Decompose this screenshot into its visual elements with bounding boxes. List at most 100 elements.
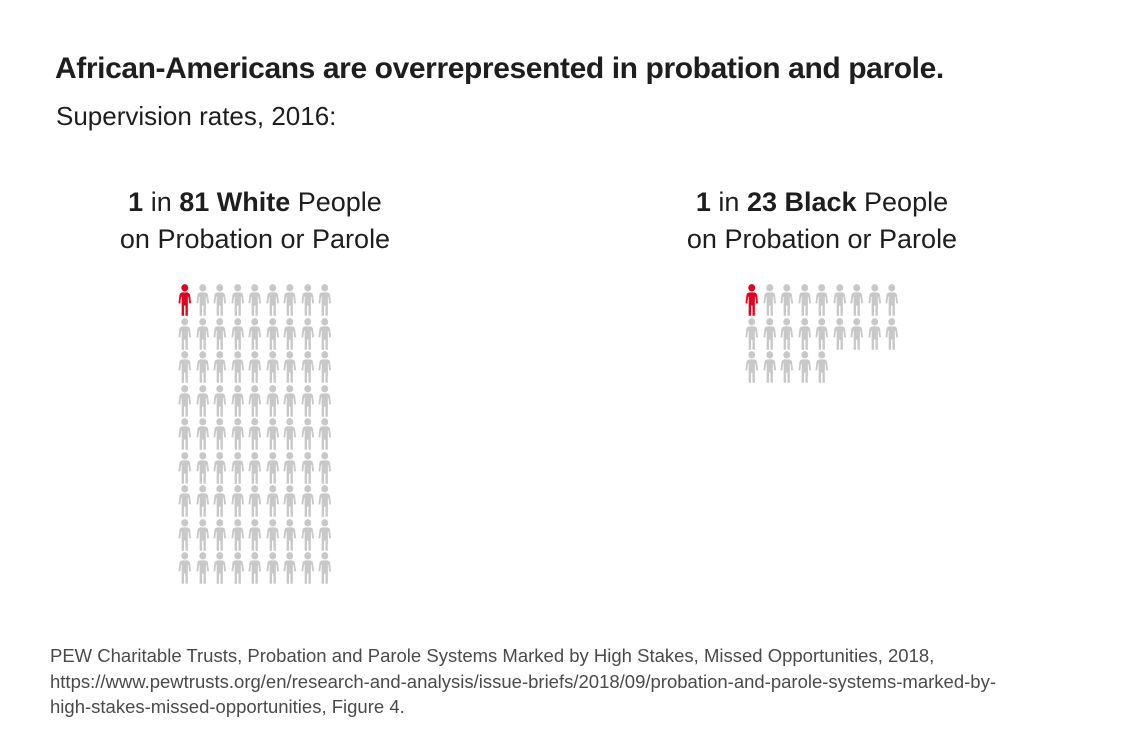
person-icon (266, 451, 279, 484)
person-icon (868, 284, 881, 316)
label-part-people: People (856, 187, 949, 217)
source-citation: PEW Charitable Trusts, Probation and Par… (50, 643, 996, 720)
person-icon (318, 384, 332, 417)
person-icon (213, 552, 227, 584)
white-label-line-1: 1 in 81 White People (120, 184, 390, 221)
person-icon (248, 351, 262, 383)
person-icon (815, 317, 829, 350)
person-icon (885, 284, 899, 316)
white-group-panel: 1 in 81 White People on Probation or Par… (90, 184, 420, 584)
person-icon (231, 485, 244, 517)
person-icon (763, 317, 776, 350)
person-icon (301, 351, 314, 383)
person-icon (213, 317, 227, 350)
label-part-ratio-group: 23 Black (746, 187, 857, 217)
person-icon (283, 552, 297, 584)
label-part-one: 1 (695, 187, 711, 217)
person-icon (833, 284, 846, 316)
person-icon (178, 317, 192, 350)
person-icon (248, 317, 262, 350)
black-group-panel: 1 in 23 Black People on Probation or Par… (657, 184, 987, 383)
person-icon (745, 351, 759, 383)
person-icon (318, 552, 332, 584)
person-icon (231, 384, 244, 417)
person-icon (301, 518, 314, 551)
person-icon (196, 552, 209, 584)
person-icon (798, 284, 811, 316)
black-label-line-2: on Probation or Parole (686, 224, 958, 254)
person-icon (196, 384, 209, 417)
black-label-line-1: 1 in 23 Black People (687, 184, 957, 221)
person-icon (798, 351, 811, 383)
person-icon (231, 518, 244, 551)
person-icon (266, 384, 279, 417)
white-group-label: 1 in 81 White People on Probation or Par… (120, 184, 390, 258)
person-icon (745, 284, 759, 316)
source-line-1: PEW Charitable Trusts, Probation and Par… (50, 645, 935, 666)
person-icon (266, 284, 279, 316)
person-icon (196, 485, 209, 517)
person-icon (248, 418, 262, 450)
person-icon (780, 351, 794, 383)
person-icon (178, 284, 192, 316)
person-icon (266, 552, 279, 584)
person-icon (248, 384, 262, 417)
person-icon (231, 552, 244, 584)
source-line-3: high-stakes-missed-opportunities, Figure… (50, 696, 405, 717)
person-icon (780, 284, 794, 316)
person-icon (248, 518, 262, 551)
person-icon (815, 284, 829, 316)
black-pictogram-grid (744, 284, 900, 383)
person-icon (213, 451, 227, 484)
person-icon (885, 317, 899, 350)
label-part-people: People (290, 187, 382, 217)
person-icon (833, 317, 846, 350)
person-icon (266, 317, 279, 350)
person-icon (318, 284, 332, 316)
person-icon (231, 351, 244, 383)
person-icon (283, 518, 297, 551)
label-part-ratio-group: 81 White (179, 187, 291, 217)
person-icon (248, 284, 262, 316)
person-icon (231, 418, 244, 450)
person-icon (248, 485, 262, 517)
person-icon (283, 317, 297, 350)
person-icon (231, 317, 244, 350)
person-icon (266, 351, 279, 383)
person-icon (318, 518, 332, 551)
white-pictogram-grid (177, 284, 333, 584)
person-icon (196, 518, 209, 551)
person-icon (178, 451, 192, 484)
person-icon (283, 284, 297, 316)
person-icon (745, 317, 759, 350)
person-icon (213, 284, 227, 316)
person-icon (213, 485, 227, 517)
person-icon (318, 418, 332, 450)
person-icon (213, 418, 227, 450)
black-group-label: 1 in 23 Black People on Probation or Par… (687, 184, 957, 258)
person-icon (248, 552, 262, 584)
person-icon (178, 485, 192, 517)
chart-title: African-Americans are overrepresented in… (55, 52, 944, 85)
person-icon (283, 384, 297, 417)
person-icon (763, 351, 776, 383)
person-icon (301, 418, 314, 450)
white-label-line-2: on Probation or Parole (119, 224, 391, 254)
person-icon (213, 351, 227, 383)
person-icon (850, 317, 864, 350)
label-part-one: 1 (128, 187, 144, 217)
person-icon (763, 284, 776, 316)
person-icon (213, 518, 227, 551)
person-icon (318, 485, 332, 517)
person-icon (815, 351, 829, 383)
person-icon (196, 284, 209, 316)
person-icon (301, 451, 314, 484)
chart-subtitle: Supervision rates, 2016: (56, 101, 337, 131)
person-icon (318, 451, 332, 484)
person-icon (266, 485, 279, 517)
person-icon (283, 485, 297, 517)
person-icon (266, 518, 279, 551)
label-part-in: in (710, 187, 747, 217)
person-icon (178, 552, 192, 584)
person-icon (178, 518, 192, 551)
